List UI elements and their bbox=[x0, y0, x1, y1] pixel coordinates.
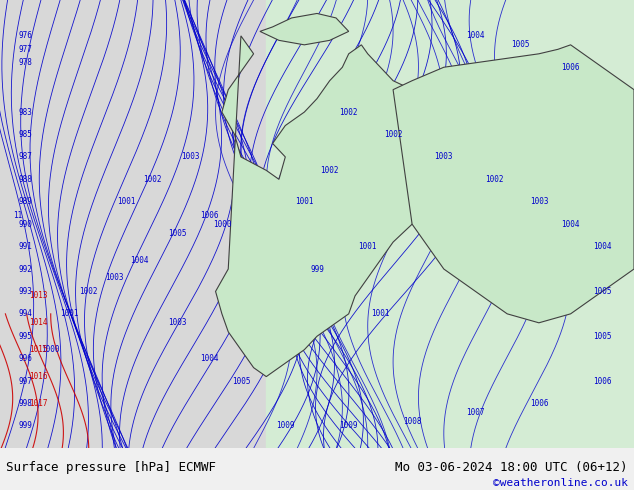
Text: 1007: 1007 bbox=[466, 408, 485, 417]
Text: 1001: 1001 bbox=[371, 309, 390, 318]
Text: 998: 998 bbox=[18, 399, 32, 408]
Text: 1001: 1001 bbox=[117, 197, 136, 206]
Bar bbox=[266, 0, 634, 448]
Text: 1002: 1002 bbox=[384, 130, 403, 139]
Text: 995: 995 bbox=[18, 332, 32, 341]
Text: 1017: 1017 bbox=[29, 399, 48, 408]
Text: 978: 978 bbox=[18, 58, 32, 67]
Text: 1002: 1002 bbox=[79, 287, 98, 296]
Text: 989: 989 bbox=[18, 197, 32, 206]
Text: 1001: 1001 bbox=[295, 197, 314, 206]
Text: 1004: 1004 bbox=[130, 256, 149, 265]
Text: 1002: 1002 bbox=[320, 166, 339, 175]
Text: 11: 11 bbox=[13, 211, 22, 220]
Text: 1000: 1000 bbox=[41, 345, 60, 354]
Text: 1016: 1016 bbox=[29, 372, 48, 381]
Text: ©weatheronline.co.uk: ©weatheronline.co.uk bbox=[493, 478, 628, 488]
Polygon shape bbox=[216, 36, 476, 377]
Text: 999: 999 bbox=[310, 265, 324, 273]
Text: 1005: 1005 bbox=[168, 229, 187, 238]
Text: 1009: 1009 bbox=[339, 421, 358, 430]
Text: 991: 991 bbox=[18, 242, 32, 251]
Text: 1002: 1002 bbox=[339, 108, 358, 117]
Text: 1000: 1000 bbox=[212, 220, 231, 229]
Text: 1004: 1004 bbox=[593, 242, 612, 251]
Text: 988: 988 bbox=[18, 175, 32, 184]
Text: 1013: 1013 bbox=[29, 292, 48, 300]
Text: 1009: 1009 bbox=[276, 421, 295, 430]
Text: 985: 985 bbox=[18, 130, 32, 139]
Text: Surface pressure [hPa] ECMWF: Surface pressure [hPa] ECMWF bbox=[6, 461, 216, 474]
Text: 1014: 1014 bbox=[29, 318, 48, 327]
Text: 999: 999 bbox=[18, 421, 32, 430]
Text: 1002: 1002 bbox=[143, 175, 162, 184]
Text: 1003: 1003 bbox=[105, 273, 124, 282]
Text: 1006: 1006 bbox=[593, 377, 612, 386]
Text: 1003: 1003 bbox=[168, 318, 187, 327]
Text: 1004: 1004 bbox=[466, 31, 485, 40]
Text: 1003: 1003 bbox=[434, 152, 453, 161]
Text: 1005: 1005 bbox=[510, 40, 529, 49]
Text: 1001: 1001 bbox=[358, 242, 377, 251]
Text: 1005: 1005 bbox=[231, 377, 250, 386]
Text: 996: 996 bbox=[18, 354, 32, 363]
Text: 1003: 1003 bbox=[529, 197, 548, 206]
Text: 994: 994 bbox=[18, 309, 32, 318]
Text: 1003: 1003 bbox=[181, 152, 200, 161]
Text: 1006: 1006 bbox=[200, 211, 219, 220]
Text: Mo 03-06-2024 18:00 UTC (06+12): Mo 03-06-2024 18:00 UTC (06+12) bbox=[395, 461, 628, 474]
Polygon shape bbox=[393, 45, 634, 323]
Text: 990: 990 bbox=[18, 220, 32, 229]
Text: 1015: 1015 bbox=[29, 345, 48, 354]
Text: 1006: 1006 bbox=[561, 63, 580, 72]
Text: 976: 976 bbox=[18, 31, 32, 40]
Text: 1002: 1002 bbox=[485, 175, 504, 184]
Text: 997: 997 bbox=[18, 377, 32, 386]
Text: 1005: 1005 bbox=[593, 287, 612, 296]
Text: 992: 992 bbox=[18, 265, 32, 273]
Text: 1004: 1004 bbox=[561, 220, 580, 229]
Bar bbox=[0, 0, 266, 448]
Text: 977: 977 bbox=[18, 45, 32, 54]
Text: 1008: 1008 bbox=[403, 417, 422, 426]
Text: 1001: 1001 bbox=[60, 309, 79, 318]
Text: 987: 987 bbox=[18, 152, 32, 161]
Text: 1006: 1006 bbox=[529, 399, 548, 408]
Text: 983: 983 bbox=[18, 108, 32, 117]
Text: 1004: 1004 bbox=[200, 354, 219, 363]
Polygon shape bbox=[260, 13, 349, 45]
Text: 993: 993 bbox=[18, 287, 32, 296]
Text: 1005: 1005 bbox=[593, 332, 612, 341]
